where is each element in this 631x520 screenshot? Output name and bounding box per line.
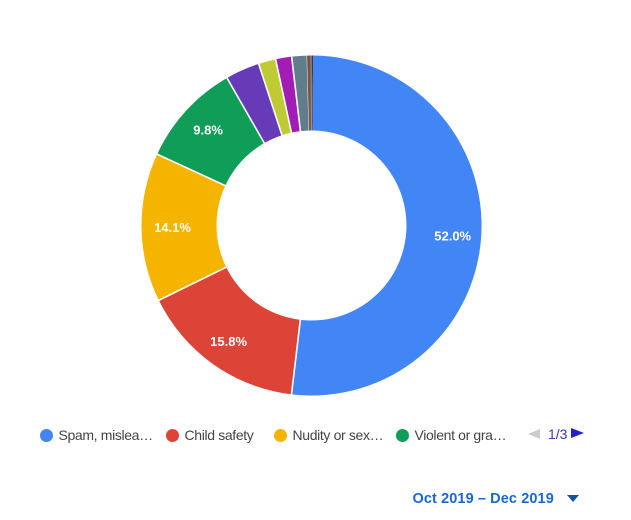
svg-text:14.1%: 14.1%: [154, 220, 191, 235]
svg-text:52.0%: 52.0%: [434, 228, 471, 243]
svg-text:15.8%: 15.8%: [210, 334, 247, 349]
svg-text:9.8%: 9.8%: [193, 122, 223, 137]
